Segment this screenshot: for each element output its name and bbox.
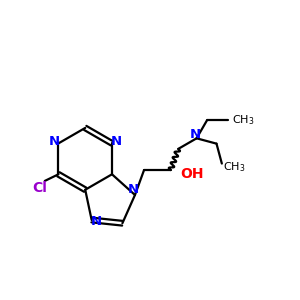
- Text: CH$_3$: CH$_3$: [223, 160, 246, 174]
- Text: CH$_3$: CH$_3$: [232, 114, 254, 128]
- Text: N: N: [111, 135, 122, 148]
- Text: N: N: [128, 183, 139, 196]
- Text: N: N: [190, 128, 201, 141]
- Text: OH: OH: [180, 167, 203, 182]
- Text: N: N: [49, 135, 60, 148]
- Text: N: N: [91, 215, 102, 228]
- Text: Cl: Cl: [32, 181, 47, 195]
